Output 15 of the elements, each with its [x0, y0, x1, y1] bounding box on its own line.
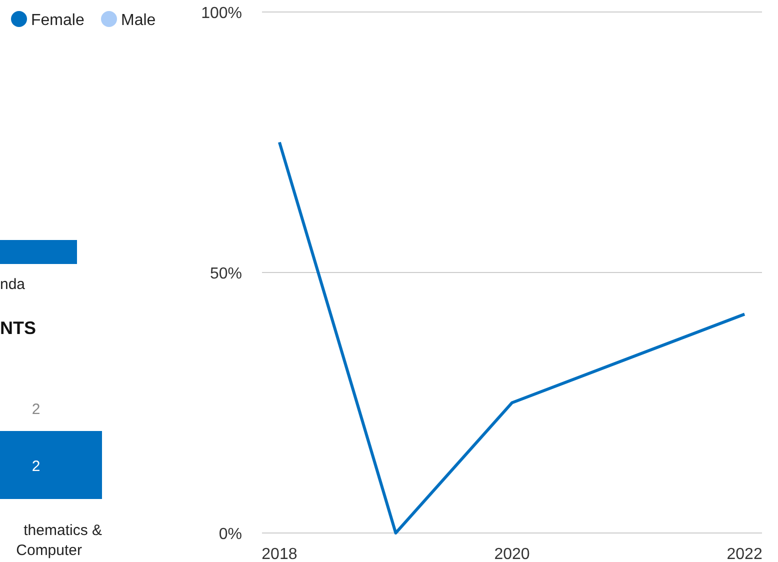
- x-tick-label: 2020: [494, 546, 530, 562]
- x-tick-label: 2018: [262, 546, 298, 562]
- text: 2: [32, 458, 40, 475]
- x-tick-label: 2022: [726, 546, 762, 562]
- text: Computer: [16, 542, 82, 559]
- text: NTS: [0, 318, 36, 338]
- y-tick-label: 50%: [210, 266, 242, 282]
- text: nda: [0, 276, 26, 293]
- y-tick-label: 100%: [201, 5, 242, 22]
- line-series: [278, 140, 746, 534]
- text: 2: [32, 401, 40, 418]
- y-tick-label: 0%: [218, 526, 242, 543]
- legend-label: Male: [121, 12, 156, 29]
- text: thematics &: [24, 522, 102, 539]
- legend-label: Female: [31, 12, 84, 29]
